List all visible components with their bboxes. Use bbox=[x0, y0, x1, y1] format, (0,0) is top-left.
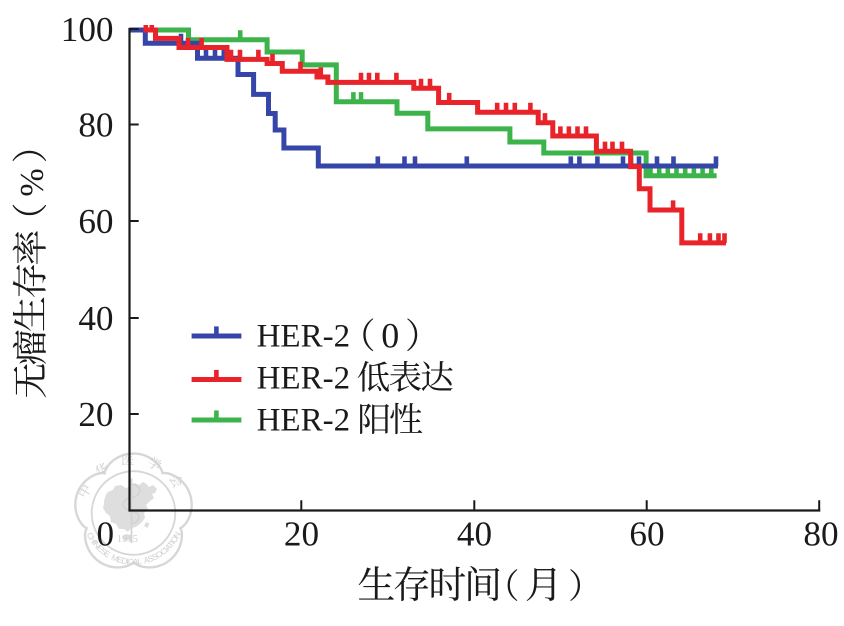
svg-text:0: 0 bbox=[97, 515, 115, 554]
svg-text:60: 60 bbox=[629, 515, 664, 554]
svg-text:40: 40 bbox=[78, 299, 113, 338]
svg-text:1915: 1915 bbox=[117, 534, 138, 545]
svg-text:60: 60 bbox=[78, 202, 113, 241]
svg-text:HER-2: HER-2 bbox=[257, 360, 351, 396]
svg-text:HER-2: HER-2 bbox=[257, 402, 351, 438]
svg-text:无瘤生存率（%）: 无瘤生存率（%） bbox=[3, 130, 54, 399]
svg-text:阳性: 阳性 bbox=[357, 392, 422, 441]
svg-text:20: 20 bbox=[78, 395, 113, 434]
svg-text:80: 80 bbox=[803, 515, 838, 554]
svg-text:）: ） bbox=[405, 309, 440, 359]
svg-text:（: （ bbox=[341, 309, 376, 359]
svg-text:80: 80 bbox=[78, 105, 113, 144]
svg-text:40: 40 bbox=[457, 515, 492, 554]
svg-text:HER-2: HER-2 bbox=[257, 318, 351, 354]
svg-text:20: 20 bbox=[284, 515, 319, 554]
svg-text:100: 100 bbox=[61, 10, 114, 49]
svg-text:低表达: 低表达 bbox=[357, 350, 453, 399]
svg-text:0: 0 bbox=[381, 316, 399, 356]
